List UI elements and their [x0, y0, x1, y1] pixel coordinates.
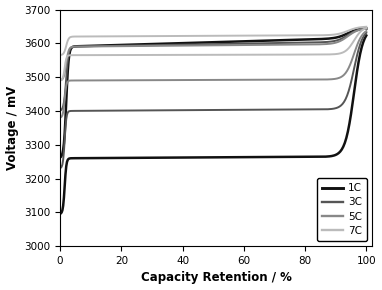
- Y-axis label: Voltage / mV: Voltage / mV: [6, 86, 19, 170]
- X-axis label: Capacity Retention / %: Capacity Retention / %: [141, 271, 292, 284]
- Legend: 1C, 3C, 5C, 7C: 1C, 3C, 5C, 7C: [317, 178, 367, 241]
